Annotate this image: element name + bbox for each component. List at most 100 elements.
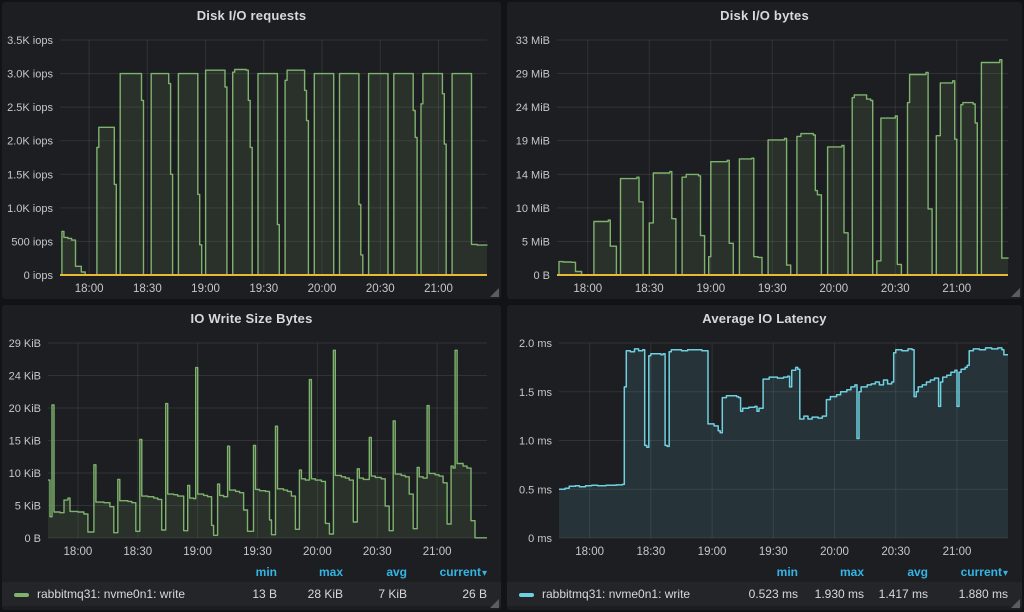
x-tick-label: 19:30 (758, 283, 787, 295)
series-write-line (48, 349, 487, 539)
y-tick-label: 5 MiB (522, 236, 550, 248)
y-tick-label: 10 KiB (9, 468, 41, 480)
x-tick-label: 20:00 (308, 283, 337, 295)
x-tick-label: 19:30 (759, 546, 788, 558)
series-color-swatch (519, 592, 534, 597)
y-tick-label: 29 MiB (516, 69, 550, 81)
y-tick-label: 0.5 ms (519, 484, 553, 496)
legend-header-min[interactable]: min (255, 565, 277, 579)
y-tick-label: 500 iops (11, 236, 53, 248)
x-tick-label: 20:30 (881, 546, 910, 558)
x-tick-label: 18:00 (75, 283, 104, 295)
chart-svg: 0 ms 0.5 ms 1.0 ms 1.5 ms 2.0 ms 18:00 18:30 19… (519, 338, 1008, 558)
chart-io-write-size-bytes[interactable]: 0 B 5 KiB 10 KiB 15 KiB 20 KiB 24 KiB 29 KiB 18… (2, 333, 501, 562)
x-tick-label: 20:00 (303, 546, 332, 558)
chart-svg: 0 iops 500 iops 1.0K iops 1.5K iops 2.0K iop… (7, 35, 488, 295)
panel-io-write-size-bytes: IO Write Size Bytes 0 B 5 KiB 10 KiB 15 KiB… (2, 305, 501, 610)
legend-header-current[interactable]: current▾ (407, 565, 487, 579)
legend-header-max[interactable]: max (839, 565, 864, 579)
series-write-line (60, 68, 488, 276)
chart-svg: 0 B 5 KiB 10 KiB 15 KiB 20 KiB 24 KiB 29 KiB 18… (9, 338, 487, 558)
x-tick-label: 18:30 (636, 546, 665, 558)
y-tick-label: 14 MiB (516, 169, 550, 181)
x-tick-label: 18:30 (133, 283, 162, 295)
legend-header-avg[interactable]: avg (907, 565, 928, 579)
legend-header-max[interactable]: max (318, 565, 343, 579)
panel-title[interactable]: Disk I/O requests (196, 8, 307, 23)
series-color-swatch (14, 592, 29, 597)
series-write-fill (60, 69, 487, 275)
resize-handle-icon[interactable] (1011, 288, 1020, 297)
legend-header-row: min max avg current▾ (507, 562, 1022, 582)
x-tick-label: 19:30 (243, 546, 272, 558)
y-tick-label: 2.0K iops (7, 136, 53, 148)
legend-series-row: rabbitmq31: nvme0n1: write 0.523 ms 1.93… (507, 582, 1022, 606)
x-tick-label: 19:00 (698, 546, 727, 558)
x-tick-label: 19:30 (249, 283, 278, 295)
series-write-line (557, 59, 1009, 276)
legend: min max avg current▾ rabbitmq31: nvme0n1… (507, 562, 1022, 610)
y-tick-label: 19 MiB (516, 136, 550, 148)
panel-disk-io-bytes: Disk I/O bytes 0 B 5 MiB 10 MiB 14 MiB 19 Mi… (507, 2, 1022, 299)
y-tick-label: 0 B (24, 533, 41, 545)
panel-disk-io-requests: Disk I/O requests 0 iops 500 iops 1.0K iop… (2, 2, 501, 299)
series-name[interactable]: rabbitmq31: nvme0n1: write (37, 587, 186, 601)
resize-handle-icon[interactable] (490, 288, 499, 297)
y-tick-label: 0 ms (528, 533, 552, 545)
y-tick-label: 3.0K iops (7, 69, 53, 81)
legend-header-current[interactable]: current▾ (928, 565, 1008, 579)
chart-disk-io-requests[interactable]: 0 iops 500 iops 1.0K iops 1.5K iops 2.0K iop… (2, 30, 501, 299)
x-tick-label: 18:00 (64, 546, 93, 558)
legend-header-row: min max avg current▾ (2, 562, 501, 582)
y-tick-label: 3.5K iops (7, 35, 53, 47)
x-tick-label: 18:30 (635, 283, 664, 295)
y-tick-label: 10 MiB (516, 203, 550, 215)
legend-header-current-label: current (439, 565, 481, 579)
x-tick-label: 19:00 (191, 283, 220, 295)
y-tick-label: 33 MiB (516, 35, 550, 47)
y-tick-label: 24 KiB (9, 371, 41, 383)
y-tick-label: 1.0K iops (7, 203, 53, 215)
y-tick-label: 2.0 ms (519, 338, 553, 350)
x-tick-label: 18:00 (573, 283, 602, 295)
x-tick-label: 21:00 (424, 283, 453, 295)
sort-caret-icon: ▾ (481, 568, 487, 579)
legend-value-avg: 1.417 ms (878, 587, 928, 601)
panel-title[interactable]: Disk I/O bytes (720, 8, 809, 23)
x-tick-label: 21:00 (943, 546, 972, 558)
sort-caret-icon: ▾ (1002, 568, 1008, 579)
y-tick-label: 2.5K iops (7, 102, 53, 114)
series-name[interactable]: rabbitmq31: nvme0n1: write (542, 587, 691, 601)
x-tick-label: 19:00 (696, 283, 725, 295)
x-tick-label: 19:00 (183, 546, 212, 558)
legend-series-row: rabbitmq31: nvme0n1: write 13 B 28 KiB 7… (2, 582, 501, 606)
chart-disk-io-bytes[interactable]: 0 B 5 MiB 10 MiB 14 MiB 19 MiB 24 MiB 29 MiB 33… (507, 30, 1022, 299)
y-tick-label: 0 B (533, 270, 550, 282)
panel-title[interactable]: Average IO Latency (702, 311, 827, 326)
y-tick-label: 20 KiB (9, 403, 41, 415)
x-tick-label: 18:00 (575, 546, 604, 558)
x-tick-label: 21:00 (423, 546, 452, 558)
x-tick-label: 20:00 (820, 546, 849, 558)
chart-average-io-latency[interactable]: 0 ms 0.5 ms 1.0 ms 1.5 ms 2.0 ms 18:00 18:30 19… (507, 333, 1022, 562)
resize-handle-icon[interactable] (1011, 599, 1020, 608)
legend-header-current-label: current (960, 565, 1002, 579)
y-tick-label: 5 KiB (15, 501, 41, 513)
x-tick-label: 20:30 (363, 546, 392, 558)
legend-value-min: 13 B (252, 587, 277, 601)
legend-value-max: 1.930 ms (814, 587, 864, 601)
series-write-fill (559, 347, 1008, 538)
x-tick-label: 20:00 (819, 283, 848, 295)
legend-header-min[interactable]: min (776, 565, 798, 579)
resize-handle-icon[interactable] (490, 599, 499, 608)
y-tick-label: 29 KiB (9, 338, 41, 350)
legend-header-avg[interactable]: avg (386, 565, 407, 579)
legend-value-min: 0.523 ms (748, 587, 798, 601)
panel-title[interactable]: IO Write Size Bytes (190, 311, 313, 326)
x-tick-label: 20:30 (366, 283, 395, 295)
legend-value-avg: 7 KiB (378, 587, 407, 601)
x-tick-label: 20:30 (881, 283, 910, 295)
y-tick-label: 15 KiB (9, 436, 41, 448)
y-tick-label: 1.0 ms (519, 436, 553, 448)
